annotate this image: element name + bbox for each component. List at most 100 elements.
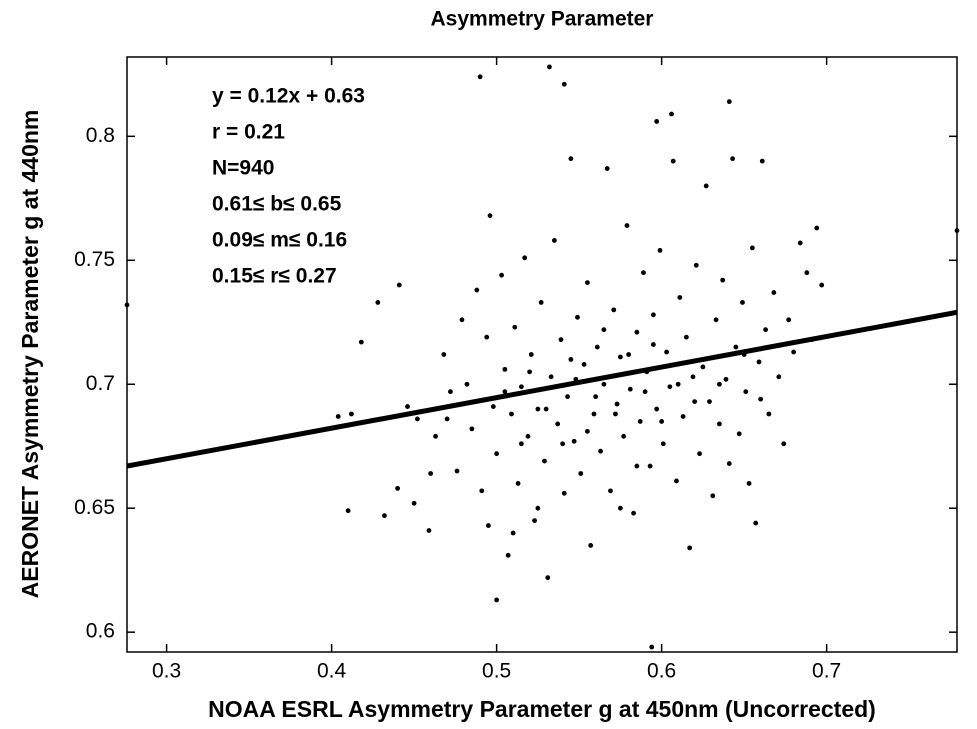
point: [375, 300, 381, 305]
point: [581, 362, 587, 367]
point: [411, 500, 417, 506]
point: [349, 411, 354, 417]
point: [441, 352, 447, 357]
x-tick-label: 0.5: [482, 660, 511, 683]
point: [484, 334, 490, 340]
point: [593, 394, 599, 400]
point: [642, 389, 648, 395]
point: [551, 238, 557, 243]
point: [525, 433, 531, 439]
point: [575, 314, 580, 320]
point: [505, 552, 511, 558]
chart-title: Asymmetry Parameter: [431, 8, 654, 31]
point: [617, 505, 623, 511]
point: [697, 451, 702, 457]
point: [532, 518, 537, 524]
point: [804, 270, 810, 276]
point: [675, 381, 681, 387]
point: [730, 156, 735, 162]
point: [683, 334, 689, 340]
point: [670, 158, 676, 164]
annotation: r = 0.21: [212, 121, 285, 144]
point: [474, 287, 480, 293]
point: [598, 448, 603, 454]
x-tick-label: 0.3: [152, 660, 181, 683]
point: [743, 389, 749, 395]
point: [797, 240, 803, 246]
point: [490, 404, 496, 409]
point: [716, 421, 722, 427]
point: [345, 508, 351, 514]
point: [535, 505, 541, 511]
point: [512, 324, 518, 330]
point: [509, 411, 514, 417]
point: [584, 280, 590, 286]
point: [819, 282, 825, 288]
point: [687, 545, 693, 551]
point: [382, 513, 387, 519]
point: [786, 317, 792, 323]
point: [604, 166, 610, 171]
point: [634, 463, 640, 469]
point: [954, 228, 960, 233]
point: [502, 389, 508, 395]
point: [634, 329, 640, 335]
point: [654, 406, 660, 412]
point: [726, 461, 732, 466]
y-tick-label: 0.7: [86, 372, 115, 395]
point: [568, 357, 574, 362]
annotation: 0.09≤ m≤ 0.16: [212, 229, 347, 252]
point: [621, 433, 627, 439]
point: [746, 481, 752, 486]
point: [578, 471, 584, 476]
point: [499, 272, 504, 278]
point: [358, 339, 364, 345]
point: [518, 384, 524, 390]
point: [766, 411, 772, 417]
x-axis-label: NOAA ESRL Asymmetry Parameter g at 450nm…: [208, 696, 876, 722]
fit-line: [126, 309, 958, 469]
point: [759, 158, 765, 164]
point: [641, 270, 646, 276]
point: [626, 352, 632, 357]
point: [601, 381, 607, 387]
point: [631, 510, 636, 516]
point: [568, 156, 574, 162]
point: [543, 406, 549, 412]
point: [395, 485, 401, 491]
point: [555, 421, 561, 427]
point: [781, 441, 787, 447]
point: [415, 416, 420, 422]
point: [771, 290, 777, 295]
point: [124, 302, 130, 308]
x-tick-label: 0.6: [647, 660, 676, 683]
point: [469, 426, 475, 432]
point: [749, 245, 755, 251]
point: [510, 530, 516, 536]
point: [654, 119, 660, 124]
point: [692, 399, 698, 405]
point: [547, 64, 552, 70]
point: [459, 317, 465, 323]
point: [558, 337, 564, 343]
point: [733, 344, 739, 350]
point: [428, 471, 434, 476]
point: [637, 419, 643, 424]
point: [477, 74, 483, 80]
point: [763, 327, 768, 333]
y-axis-label: AERONET Asymmetry Parameter g at 440nm: [17, 110, 43, 599]
point: [528, 352, 534, 357]
point: [740, 300, 745, 305]
point: [723, 376, 729, 382]
point: [561, 81, 567, 87]
point: [650, 312, 656, 318]
point: [617, 354, 623, 360]
point: [649, 644, 655, 650]
point: [405, 404, 410, 409]
point: [726, 99, 732, 105]
point: [776, 374, 782, 380]
point: [448, 389, 453, 395]
point: [753, 520, 759, 526]
annotation: 0.15≤ r≤ 0.27: [212, 265, 337, 288]
point: [560, 441, 566, 447]
